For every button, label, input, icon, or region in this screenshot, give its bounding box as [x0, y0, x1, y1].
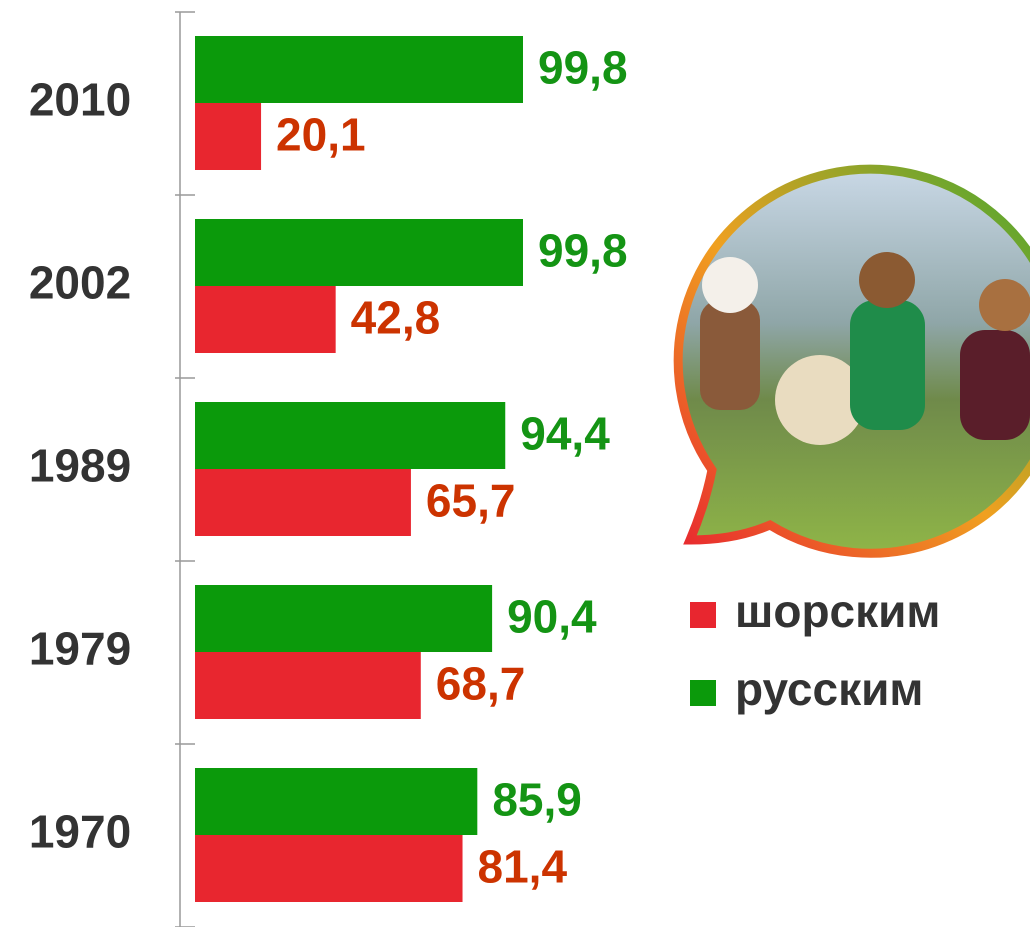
bar: [195, 768, 477, 835]
y-tick-label: 1989: [29, 440, 131, 492]
value-label: 85,9: [492, 774, 582, 826]
legend-label: русским: [735, 663, 923, 715]
value-label: 20,1: [276, 109, 366, 161]
y-tick-label: 1970: [29, 806, 131, 858]
y-tick-label: 2002: [29, 257, 131, 309]
bar: [195, 469, 411, 536]
bar: [195, 585, 492, 652]
chart: 2010 99,8 20,1 2002 99,8 42,8 1989 94,465,7 1979…: [0, 0, 1030, 927]
value-label: 65,7: [426, 475, 516, 527]
y-tick-label: 1979: [29, 623, 131, 675]
value-label: 81,4: [478, 841, 568, 893]
photo: [678, 169, 1030, 553]
value-label: 99,8: [538, 42, 628, 94]
value-label: 94,4: [520, 408, 610, 460]
legend-swatch: [690, 602, 716, 628]
value-label: 68,7: [436, 658, 526, 710]
value-label: 90,4: [507, 591, 597, 643]
value-label: 42,8: [351, 292, 441, 344]
bar: [195, 103, 261, 170]
bar: [195, 219, 523, 286]
page: 2010 99,8 20,1 2002 99,8 42,8 1989 94,465,7 1979…: [0, 0, 1030, 927]
legend-swatch: [690, 680, 716, 706]
bar: [195, 835, 463, 902]
bar: [195, 286, 336, 353]
bar: [195, 652, 421, 719]
bar: [195, 36, 523, 103]
legend-label: шорским: [735, 585, 940, 637]
bar: [195, 402, 505, 469]
y-tick-label: 2010: [29, 74, 131, 126]
value-label: 99,8: [538, 225, 628, 277]
